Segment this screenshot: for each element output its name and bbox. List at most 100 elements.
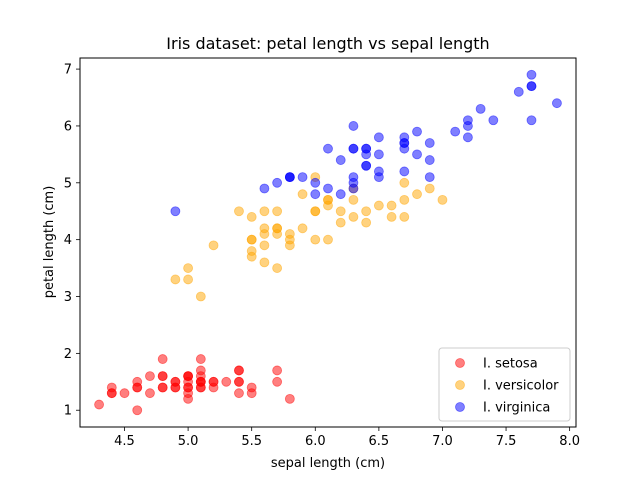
points-layer	[94, 69, 562, 416]
point-series-0-37	[170, 382, 181, 393]
point-series-1-41	[323, 200, 333, 211]
point-series-1-26	[412, 189, 422, 200]
point-series-1-42	[284, 234, 295, 245]
point-series-2-27	[323, 183, 333, 194]
point-series-2-22	[526, 81, 537, 92]
x-tick-label-3: 6.0	[305, 434, 326, 449]
point-series-1-49	[272, 229, 283, 239]
point-series-1-11	[297, 223, 308, 234]
point-series-2-15	[361, 160, 372, 171]
point-series-2-12	[412, 149, 422, 160]
point-series-0-48	[221, 376, 232, 387]
point-series-1-34	[234, 206, 244, 217]
point-series-1-5	[272, 206, 283, 217]
point-series-2-36	[348, 143, 359, 154]
point-series-0-24	[157, 354, 168, 364]
point-series-2-31	[552, 98, 562, 109]
legend-box	[438, 347, 571, 422]
point-series-2-2	[450, 126, 461, 137]
point-series-2-6	[170, 206, 181, 217]
point-series-1-7	[170, 274, 181, 285]
point-series-1-12	[310, 234, 321, 245]
point-series-1-39	[246, 234, 257, 245]
point-series-1-31	[246, 251, 257, 262]
point-series-0-42	[106, 388, 117, 399]
point-series-2-39	[424, 155, 435, 165]
point-series-2-4	[373, 132, 384, 143]
x-tick-label-7: 8.0	[559, 434, 580, 449]
point-series-0-14	[284, 393, 295, 404]
point-series-0-43	[183, 371, 194, 382]
point-series-1-15	[399, 212, 410, 222]
point-series-0-18	[272, 365, 283, 376]
point-series-1-27	[399, 177, 410, 188]
point-series-1-14	[259, 257, 270, 268]
point-series-0-15	[272, 376, 283, 387]
point-series-2-44	[399, 138, 410, 148]
point-series-2-21	[259, 183, 270, 194]
point-series-1-18	[335, 206, 346, 217]
point-series-2-20	[424, 138, 435, 148]
point-series-1-29	[272, 263, 283, 273]
point-series-1-1	[361, 206, 372, 217]
point-series-2-37	[361, 149, 372, 160]
point-series-2-5	[513, 86, 524, 97]
point-series-2-49	[297, 172, 308, 183]
point-series-1-2	[424, 183, 435, 194]
point-series-1-20	[297, 189, 308, 200]
point-series-2-0	[348, 121, 359, 131]
y-tick-label-3: 4	[64, 233, 72, 248]
point-series-1-24	[361, 217, 372, 228]
point-series-2-13	[272, 177, 283, 188]
point-series-0-46	[195, 371, 206, 382]
point-series-1-9	[208, 240, 219, 251]
point-series-1-44	[259, 223, 270, 234]
point-series-2-30	[488, 115, 499, 126]
point-series-2-38	[310, 189, 321, 200]
point-series-0-2	[145, 388, 155, 399]
legend-label-2: I. virginica	[483, 401, 550, 416]
chart-title: Iris dataset: petal length vs sepal leng…	[166, 34, 489, 53]
point-series-2-42	[284, 172, 295, 183]
point-series-1-25	[386, 212, 397, 222]
legend-marker-2	[455, 402, 465, 412]
point-series-1-36	[399, 194, 410, 205]
point-series-0-30	[157, 371, 168, 382]
y-tick-label-5: 6	[64, 119, 72, 134]
point-series-2-16	[373, 149, 384, 160]
legend-marker-0	[455, 358, 465, 368]
point-series-0-22	[132, 405, 143, 416]
point-series-1-8	[386, 200, 397, 211]
point-series-2-26	[335, 189, 346, 200]
point-series-0-44	[195, 354, 206, 364]
point-series-2-29	[462, 132, 473, 143]
x-tick-label-6: 7.5	[496, 434, 517, 449]
point-series-0-47	[132, 382, 143, 393]
y-tick-label-2: 3	[64, 290, 72, 305]
point-series-0-36	[246, 388, 257, 399]
legend: I. setosa I. versicolor I. virginica	[438, 347, 571, 422]
point-series-1-47	[335, 217, 346, 228]
point-series-2-19	[310, 177, 321, 188]
point-series-2-43	[412, 126, 422, 137]
point-series-2-45	[399, 166, 410, 177]
point-series-0-31	[234, 376, 244, 387]
point-series-2-7	[475, 103, 486, 114]
point-series-1-10	[183, 263, 194, 273]
point-series-2-35	[526, 115, 537, 126]
x-tick-label-0: 4.5	[114, 434, 135, 449]
point-series-1-0	[437, 194, 448, 205]
point-series-1-40	[246, 212, 257, 222]
point-series-0-41	[119, 388, 130, 399]
y-axis: 1 2 3 4 5 6 7	[64, 63, 80, 419]
point-series-2-25	[462, 121, 473, 131]
point-series-0-49	[183, 382, 194, 393]
point-series-1-21	[323, 234, 333, 245]
point-series-1-48	[195, 291, 206, 302]
point-series-2-18	[526, 69, 537, 80]
x-axis-label: sepal length (cm)	[271, 456, 385, 471]
point-series-1-16	[259, 206, 270, 217]
y-tick-label-4: 5	[64, 176, 72, 191]
point-series-2-48	[335, 155, 346, 165]
